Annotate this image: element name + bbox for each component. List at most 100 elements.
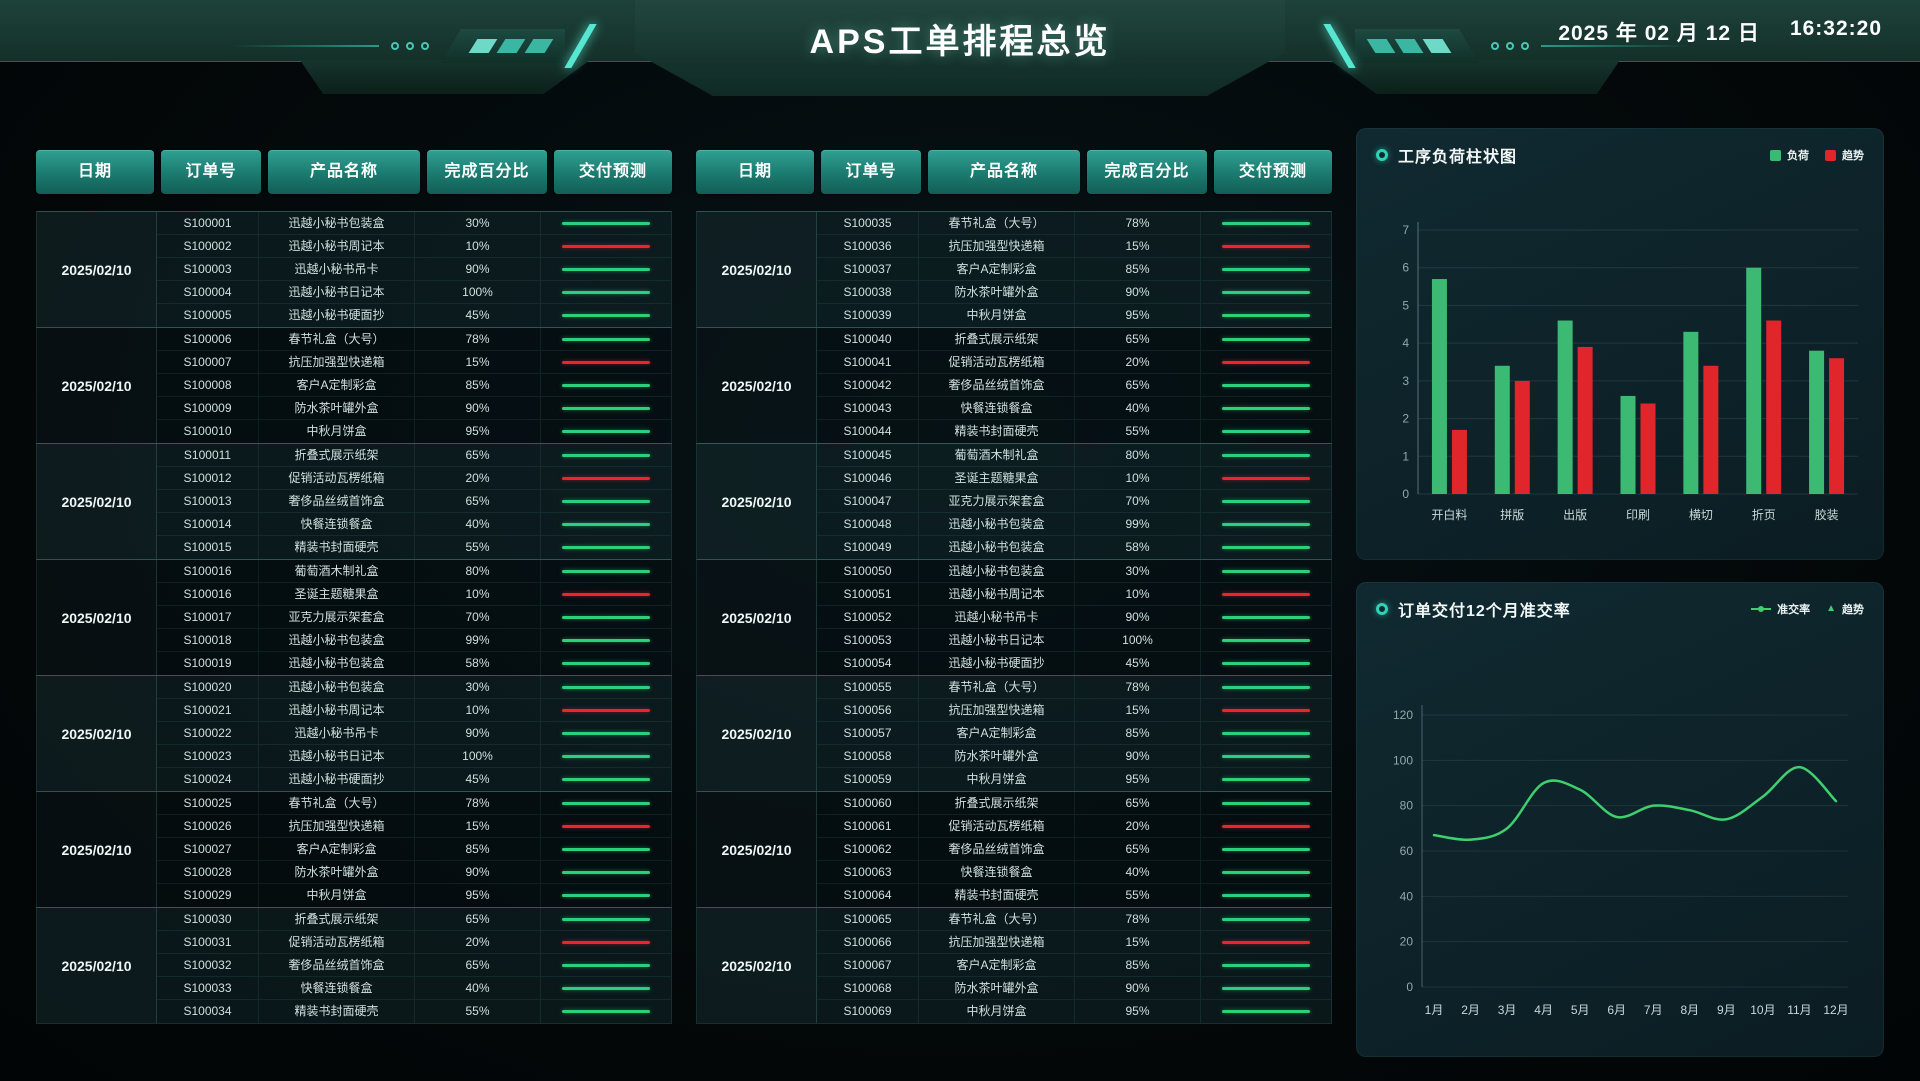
product-cell: 客户A定制彩盒: [259, 838, 415, 860]
forecast-wrap: [1201, 977, 1331, 999]
percent-cell: 95%: [415, 420, 541, 443]
forecast-cell: [1201, 328, 1331, 350]
column-button-product[interactable]: 产品名称: [268, 150, 420, 194]
bar-chart-legend: 负荷 趋势: [1770, 147, 1864, 163]
column-button-order[interactable]: 订单号: [161, 150, 261, 194]
forecast-wrap: [1201, 397, 1331, 419]
table-row: S100024 迅越小秘书硬面抄 45%: [157, 768, 671, 791]
order-cell: S100008: [157, 374, 259, 396]
forecast-cell: [541, 954, 671, 976]
table-row: S100015 精装书封面硬壳 55%: [157, 536, 671, 559]
y-tick-label: 120: [1393, 708, 1413, 722]
forecast-line: [1222, 360, 1310, 364]
header-ornament-left: [232, 24, 597, 68]
legend-item-trend: ▲ 趋势: [1826, 603, 1864, 617]
forecast-wrap: [541, 397, 671, 419]
forecast-wrap: [541, 583, 671, 605]
product-cell: 防水茶叶罐外盒: [919, 977, 1075, 999]
table-group: 2025/02/10 S100050 迅越小秘书包装盒 30% S100051 迅越小秘书…: [696, 559, 1332, 676]
legend-item-load: 负荷: [1770, 147, 1809, 163]
ring-icon: [1376, 149, 1388, 161]
product-cell: 迅越小秘书包装盒: [919, 560, 1075, 582]
column-button-order[interactable]: 订单号: [821, 150, 921, 194]
forecast-cell: [541, 676, 671, 698]
line-marker-icon: [1751, 605, 1772, 613]
percent-cell: 10%: [415, 583, 541, 605]
forecast-wrap: [1201, 699, 1331, 721]
order-cell: S100023: [157, 745, 259, 767]
forecast-line: [562, 383, 650, 387]
y-tick-label: 4: [1402, 336, 1409, 350]
forecast-line: [562, 476, 650, 480]
percent-cell: 78%: [1075, 212, 1201, 234]
header-wing-left: [300, 60, 590, 94]
forecast-cell: [1201, 954, 1331, 976]
forecast-cell: [1201, 676, 1331, 698]
date-cell: 2025/02/10: [697, 908, 817, 1023]
date-cell: 2025/02/10: [697, 560, 817, 675]
table-row: S100045 葡萄酒木制礼盒 80%: [817, 444, 1331, 467]
product-cell: 防水茶叶罐外盒: [919, 281, 1075, 303]
column-button-date[interactable]: 日期: [696, 150, 814, 194]
rate-line-series: [1432, 765, 1838, 842]
product-cell: 奢侈品丝绒首饰盒: [259, 954, 415, 976]
order-cell: S100040: [817, 328, 919, 350]
forecast-cell: [541, 884, 671, 907]
percent-cell: 10%: [415, 699, 541, 721]
forecast-cell: [1201, 560, 1331, 582]
forecast-line: [562, 615, 650, 619]
forecast-wrap: [541, 351, 671, 373]
rows-box: S100030 折叠式展示纸架 65% S100031 促销活动瓦楞纸箱 20% S1000…: [157, 908, 671, 1023]
table-group: 2025/02/10 S100016 葡萄酒木制礼盒 80% S100016 圣诞主题糖果…: [36, 559, 672, 676]
forecast-wrap: [1201, 792, 1331, 814]
column-button-percent[interactable]: 完成百分比: [1087, 150, 1207, 194]
column-button-forecast[interactable]: 交付预测: [1214, 150, 1332, 194]
forecast-line: [1222, 430, 1310, 433]
forecast-cell: [541, 583, 671, 605]
forecast-line: [1222, 1010, 1310, 1013]
column-button-percent[interactable]: 完成百分比: [427, 150, 547, 194]
rows-box: S100001 迅越小秘书包装盒 30% S100002 迅越小秘书周记本 10% S100…: [157, 212, 671, 327]
forecast-line: [1222, 894, 1310, 897]
forecast-cell: [1201, 931, 1331, 953]
table-row: S100043 快餐连锁餐盒 40%: [817, 397, 1331, 420]
delivery-rate-line-chart: 0 20 40 60 80 100 120 1月 2月 3月 4月 5月 6月 7月 8月 9月 10月 11月 1…: [1393, 705, 1849, 1017]
rows-box: S100060 折叠式展示纸架 65% S100061 促销活动瓦楞纸箱 20% S1000…: [817, 792, 1331, 907]
product-cell: 中秋月饼盒: [259, 420, 415, 443]
forecast-cell: [1201, 281, 1331, 303]
forecast-line: [562, 221, 650, 225]
y-tick-label: 3: [1402, 374, 1409, 388]
column-button-product[interactable]: 产品名称: [928, 150, 1080, 194]
forecast-line: [562, 685, 650, 689]
percent-cell: 65%: [415, 490, 541, 512]
table-row: S100067 客户A定制彩盒 85%: [817, 954, 1331, 977]
ornament-line-icon: [232, 45, 379, 47]
forecast-wrap: [1201, 467, 1331, 489]
forecast-line: [562, 290, 650, 294]
forecast-cell: [541, 838, 671, 860]
table-row: S100041 促销活动瓦楞纸箱 20%: [817, 351, 1331, 374]
column-button-date[interactable]: 日期: [36, 150, 154, 194]
forecast-cell: [541, 699, 671, 721]
percent-cell: 85%: [415, 838, 541, 860]
forecast-wrap: [1201, 490, 1331, 512]
left-table-body: 2025/02/10 S100001 迅越小秘书包装盒 30% S100002 迅越小秘书…: [36, 211, 672, 1024]
percent-cell: 45%: [415, 304, 541, 327]
process-load-panel: 工序负荷柱状图 负荷 趋势 0 1 2 3 4 5 6 7 开白料 拼版 出版 印刷 横切 折页 胶装: [1356, 128, 1884, 560]
forecast-line: [1222, 801, 1310, 805]
column-button-forecast[interactable]: 交付预测: [554, 150, 672, 194]
rows-box: S100055 春节礼盒（大号） 78% S100056 抗压加强型快递箱 15% S100…: [817, 676, 1331, 791]
forecast-line: [1222, 267, 1310, 271]
percent-cell: 78%: [1075, 676, 1201, 698]
forecast-wrap: [1201, 374, 1331, 396]
forecast-line: [1222, 731, 1310, 735]
forecast-cell: [541, 444, 671, 466]
y-tick-label: 100: [1393, 753, 1413, 767]
table-row: S100044 精装书封面硬壳 55%: [817, 420, 1331, 443]
table-row: S100059 中秋月饼盒 95%: [817, 768, 1331, 791]
forecast-line: [1222, 592, 1310, 596]
percent-cell: 65%: [415, 954, 541, 976]
table-row: S100006 春节礼盒（大号） 78%: [157, 328, 671, 351]
percent-cell: 90%: [415, 397, 541, 419]
table-row: S100032 奢侈品丝绒首饰盒 65%: [157, 954, 671, 977]
